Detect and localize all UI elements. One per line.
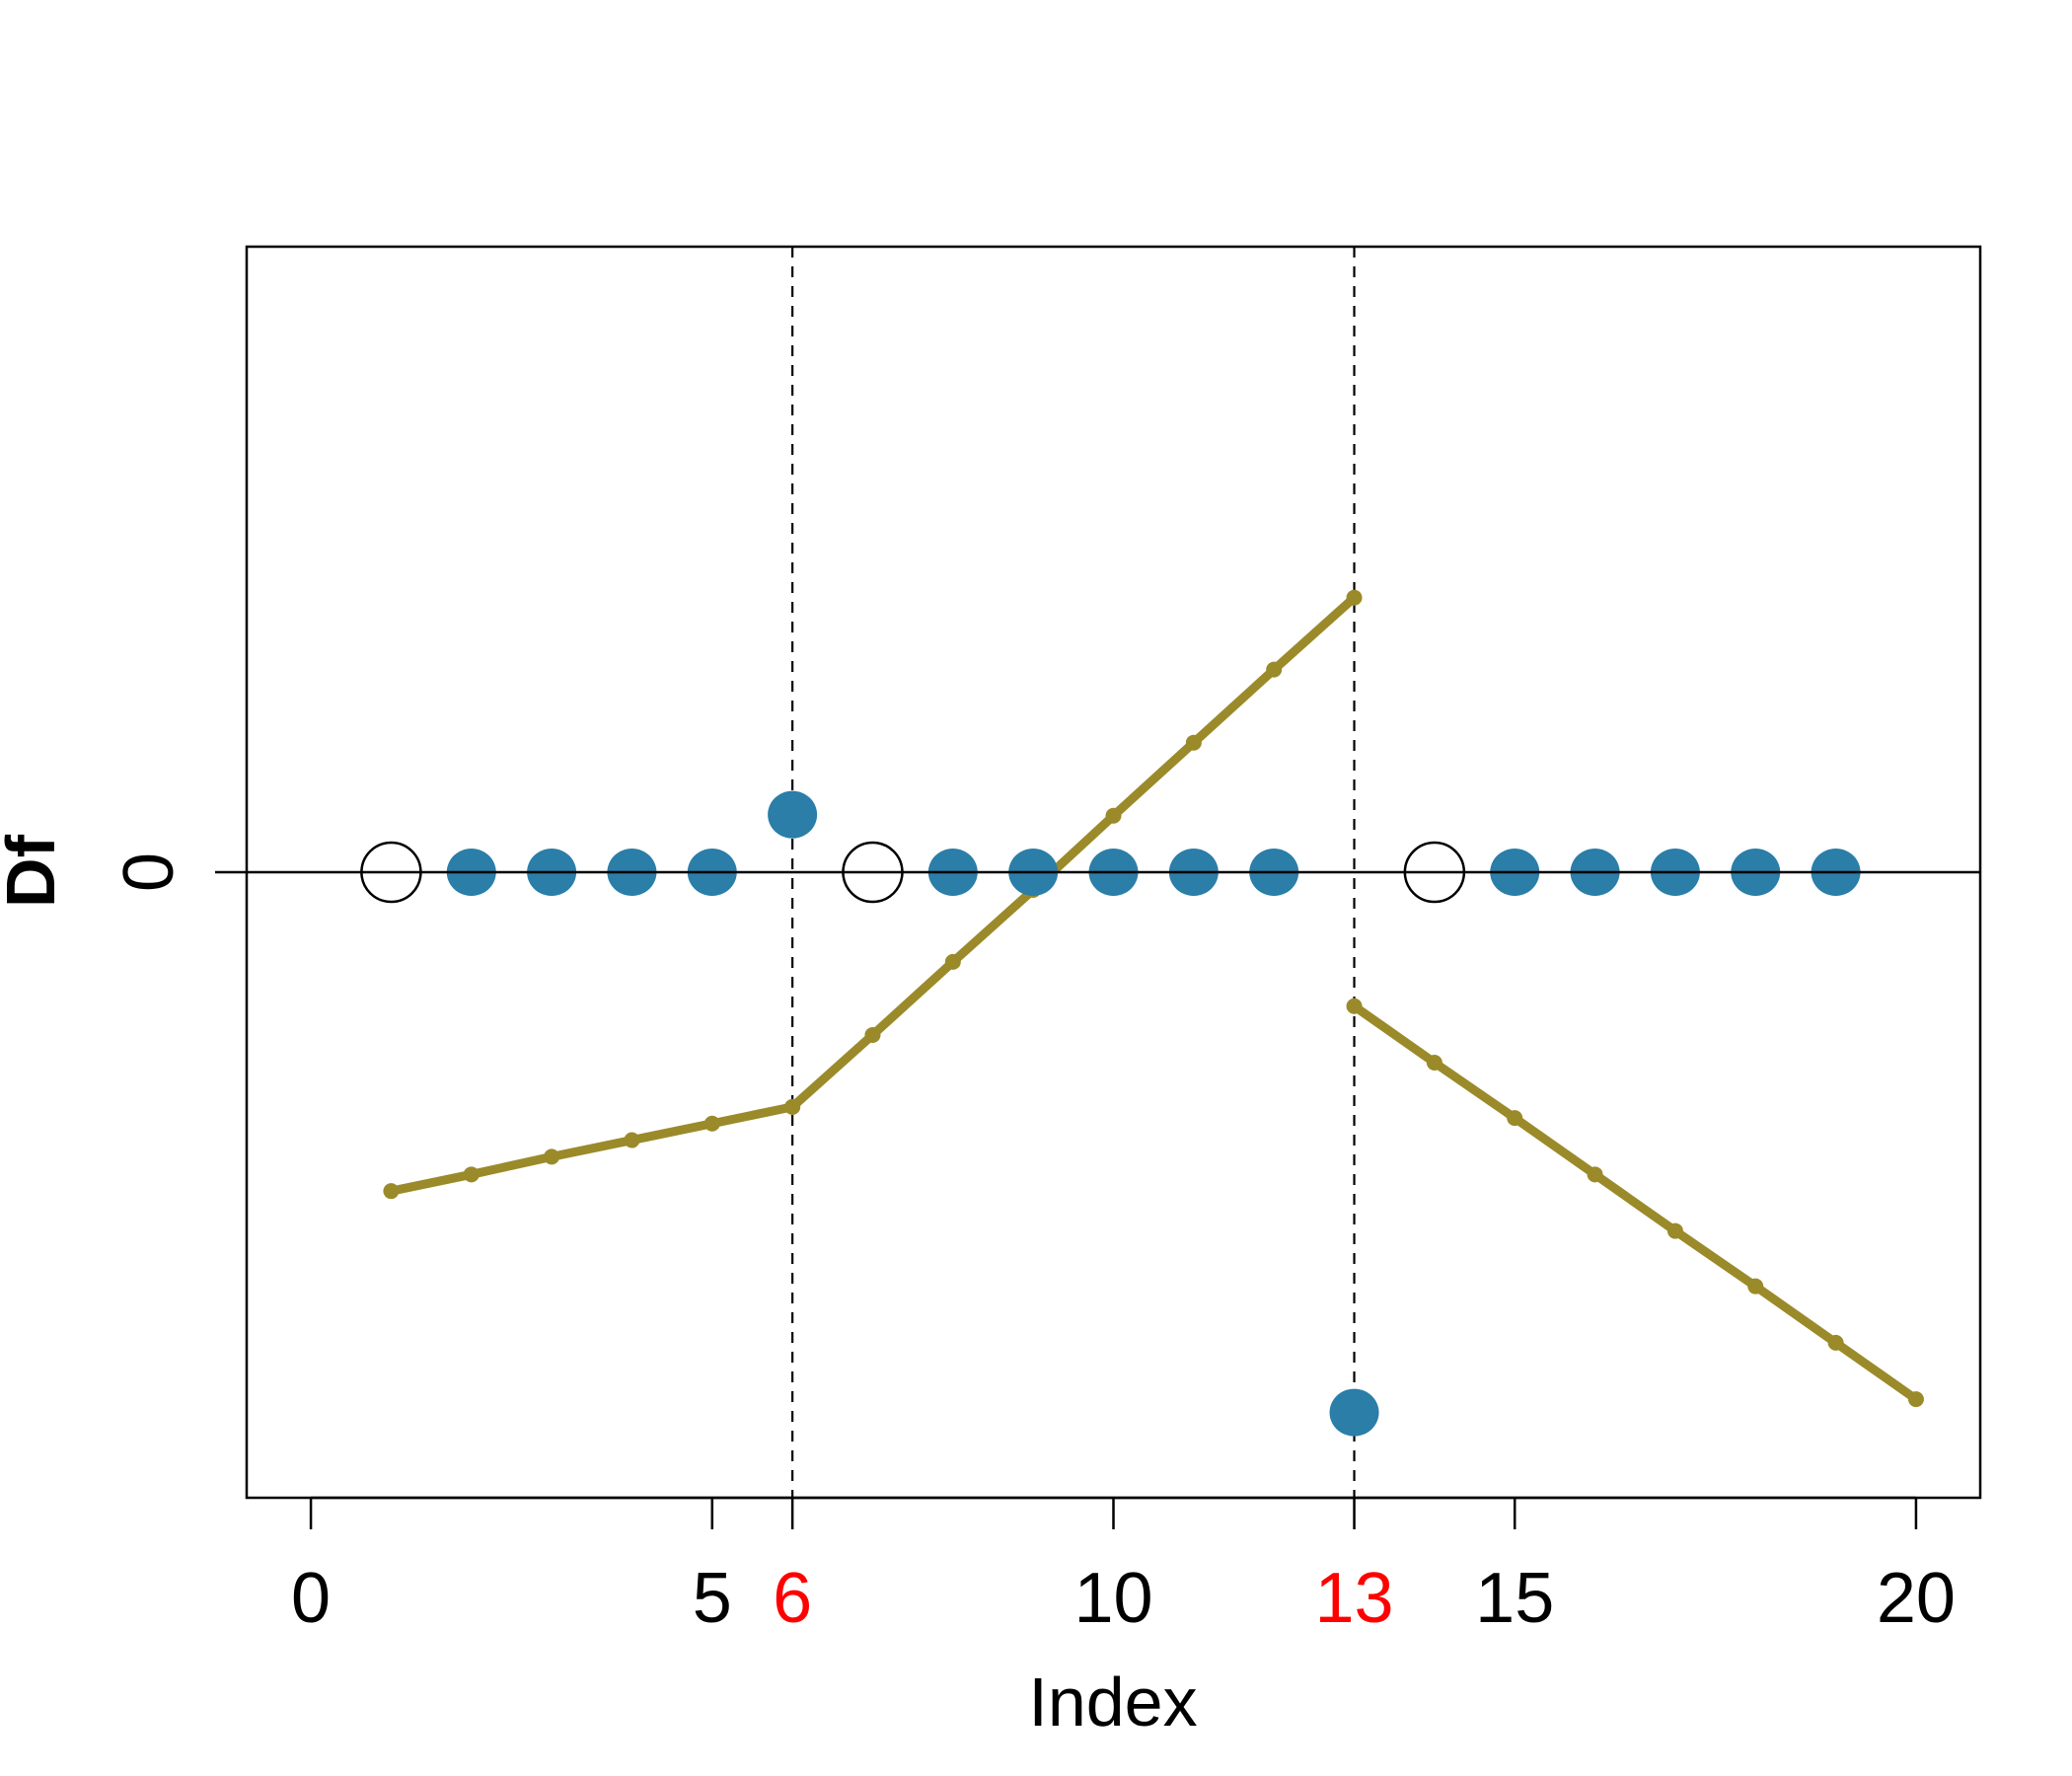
x-tick-label: 13 (1314, 1559, 1393, 1638)
filled-point (1329, 1388, 1379, 1437)
line-marker (1426, 1055, 1443, 1072)
line-marker (864, 1026, 881, 1043)
line-marker (944, 953, 961, 970)
x-axis-title: Index (1028, 1664, 1197, 1740)
line-marker (1346, 998, 1363, 1014)
line-marker (1587, 1166, 1603, 1183)
line-marker (544, 1148, 560, 1165)
point-series (360, 790, 1861, 1437)
line-marker (1185, 734, 1202, 751)
line-marker (1827, 1334, 1844, 1351)
x-tick-label: 5 (693, 1559, 732, 1638)
line-marker (1666, 1222, 1683, 1239)
x-tick-label: 6 (773, 1559, 812, 1638)
line-marker (1346, 589, 1363, 606)
line-marker (1266, 661, 1283, 678)
x-tick-label: 10 (1073, 1559, 1152, 1638)
line-marker (703, 1115, 720, 1132)
line-marker (1907, 1391, 1924, 1408)
line-series (383, 589, 1924, 1408)
y-axis-title: Df (0, 834, 69, 908)
x-tick-label: 0 (291, 1559, 331, 1638)
y-tick-label: 0 (110, 852, 188, 892)
x-tick-label: 20 (1877, 1559, 1956, 1638)
line-marker (1747, 1278, 1764, 1295)
line-marker (1507, 1110, 1523, 1127)
filled-point (768, 790, 818, 839)
line-marker (383, 1183, 400, 1200)
x-tick-label: 15 (1475, 1559, 1554, 1638)
line-marker (624, 1132, 640, 1148)
line-segment-3 (1350, 1001, 1921, 1404)
line-marker (1105, 807, 1122, 824)
line-marker (463, 1166, 480, 1183)
line-segment-1 (386, 1102, 797, 1196)
line-marker (784, 1098, 801, 1115)
axes: 0 5 6 10 13 15 20 0 (110, 245, 1982, 1638)
line-segment-2 (787, 593, 1360, 1112)
